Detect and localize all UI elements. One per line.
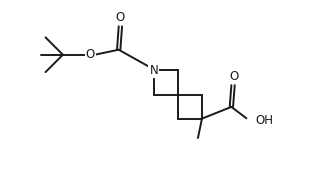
- Text: N: N: [149, 64, 158, 77]
- Text: O: O: [116, 11, 125, 24]
- Text: O: O: [86, 48, 95, 61]
- Text: OH: OH: [256, 114, 274, 127]
- Text: O: O: [229, 70, 238, 83]
